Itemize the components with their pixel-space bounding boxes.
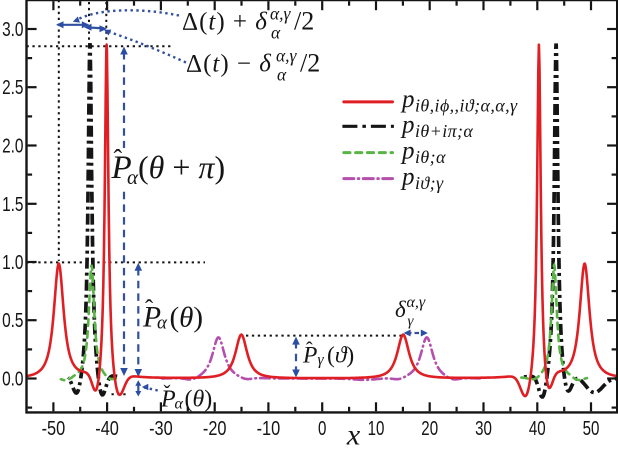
svg-text:α,γ: α,γ bbox=[407, 294, 426, 311]
svg-text:40: 40 bbox=[529, 417, 546, 440]
svg-text:0: 0 bbox=[318, 417, 326, 440]
svg-text:P: P bbox=[111, 150, 132, 186]
svg-text:α: α bbox=[271, 23, 281, 43]
svg-text:0.5: 0.5 bbox=[2, 309, 23, 332]
svg-text:p: p bbox=[400, 86, 415, 113]
svg-text:iθ+iπ;α: iθ+iπ;α bbox=[415, 121, 473, 141]
svg-text:ˆ: ˆ bbox=[306, 339, 313, 361]
svg-text:α: α bbox=[127, 165, 139, 189]
svg-text:50: 50 bbox=[583, 417, 600, 440]
svg-text:1.5: 1.5 bbox=[2, 193, 23, 216]
svg-text:p: p bbox=[400, 164, 415, 191]
svg-text:1.0: 1.0 bbox=[2, 251, 23, 274]
svg-text:P: P bbox=[160, 387, 176, 413]
svg-text:-50: -50 bbox=[42, 417, 66, 440]
svg-text:3.0: 3.0 bbox=[2, 18, 23, 41]
svg-text:/2: /2 bbox=[300, 49, 320, 78]
svg-text:ˇ: ˇ bbox=[164, 381, 171, 405]
svg-text:/2: /2 bbox=[294, 7, 314, 36]
svg-text:10: 10 bbox=[368, 417, 385, 440]
svg-text:α,γ: α,γ bbox=[270, 4, 292, 24]
svg-text:α: α bbox=[157, 313, 168, 334]
svg-text:-30: -30 bbox=[149, 417, 173, 440]
svg-text:(θ + π): (θ + π) bbox=[138, 149, 225, 185]
svg-text:P: P bbox=[302, 343, 317, 369]
svg-text:x: x bbox=[346, 419, 361, 447]
svg-text:Δ(t) + δ: Δ(t) + δ bbox=[182, 9, 268, 36]
svg-text:α,γ: α,γ bbox=[276, 46, 298, 66]
svg-text:20: 20 bbox=[421, 417, 438, 440]
svg-text:-10: -10 bbox=[257, 417, 281, 440]
svg-text:α: α bbox=[175, 396, 184, 413]
svg-text:30: 30 bbox=[475, 417, 492, 440]
svg-text:iθ;α: iθ;α bbox=[415, 147, 446, 167]
svg-text:iθ,iϕ,,iϑ;α,α,γ: iθ,iϕ,,iϑ;α,α,γ bbox=[415, 96, 518, 116]
svg-text:α: α bbox=[277, 65, 287, 85]
svg-text:(ϑ): (ϑ) bbox=[327, 343, 354, 369]
svg-text:2.5: 2.5 bbox=[2, 76, 23, 99]
svg-text:δ: δ bbox=[395, 297, 406, 322]
svg-text:iϑ;γ: iϑ;γ bbox=[415, 173, 444, 193]
svg-text:-20: -20 bbox=[203, 417, 227, 440]
svg-text:γ: γ bbox=[408, 314, 415, 330]
svg-text:p: p bbox=[400, 138, 415, 165]
svg-text:2.0: 2.0 bbox=[2, 135, 23, 158]
svg-text:(θ): (θ) bbox=[170, 302, 204, 334]
svg-text:-40: -40 bbox=[95, 417, 119, 440]
svg-text:ˆ: ˆ bbox=[145, 296, 153, 323]
svg-text:γ: γ bbox=[318, 352, 325, 369]
svg-text:p: p bbox=[400, 112, 415, 139]
svg-text:Δ(t) − δ: Δ(t) − δ bbox=[186, 51, 272, 78]
svg-text:P: P bbox=[142, 302, 161, 334]
svg-text:ˆ: ˆ bbox=[114, 145, 123, 174]
svg-text:0.0: 0.0 bbox=[2, 368, 23, 391]
svg-text:(θ): (θ) bbox=[185, 387, 213, 413]
